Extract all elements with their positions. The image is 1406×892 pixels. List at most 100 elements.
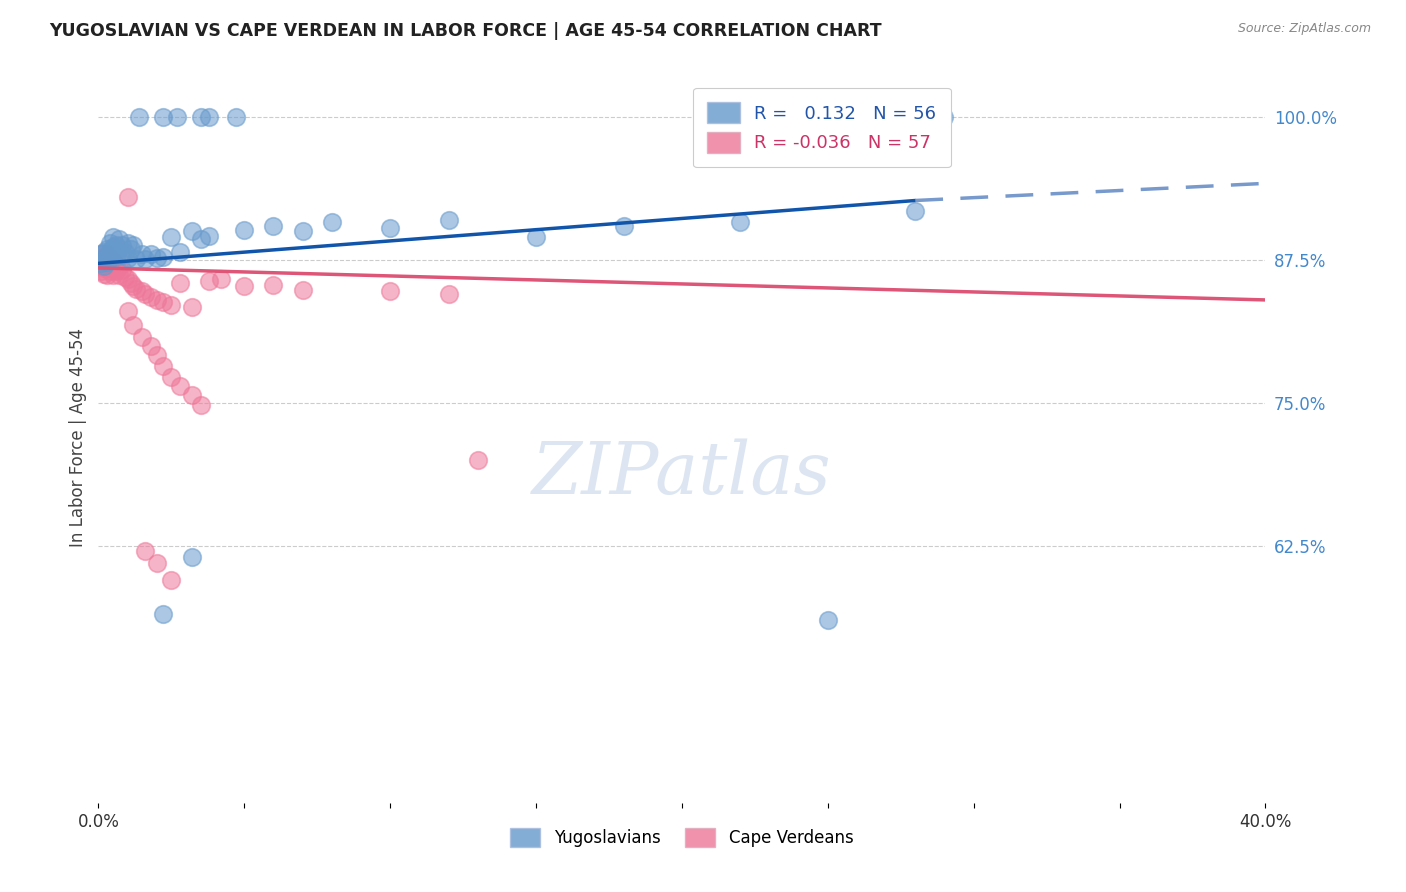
Point bbox=[96, 260, 118, 274]
Point bbox=[291, 283, 314, 297]
Point bbox=[817, 613, 839, 627]
Point bbox=[262, 219, 284, 233]
Text: Source: ZipAtlas.com: Source: ZipAtlas.com bbox=[1237, 22, 1371, 36]
Point bbox=[131, 329, 153, 343]
Point bbox=[111, 238, 134, 252]
Point bbox=[169, 378, 191, 392]
Point bbox=[225, 110, 247, 124]
Point bbox=[117, 235, 139, 250]
Point bbox=[380, 221, 402, 235]
Point bbox=[96, 252, 118, 267]
Point bbox=[198, 273, 221, 287]
Point bbox=[934, 110, 956, 124]
Point bbox=[93, 252, 115, 267]
Point bbox=[160, 573, 183, 587]
Point bbox=[111, 248, 134, 262]
Point bbox=[122, 318, 145, 332]
Point bbox=[104, 258, 127, 272]
Point bbox=[98, 235, 121, 250]
Legend: Yugoslavians, Cape Verdeans: Yugoslavians, Cape Verdeans bbox=[496, 814, 868, 860]
Point bbox=[101, 247, 124, 261]
Point bbox=[111, 263, 134, 277]
Point bbox=[108, 268, 131, 282]
Point bbox=[101, 268, 124, 282]
Point bbox=[101, 240, 124, 254]
Point bbox=[233, 279, 256, 293]
Point bbox=[437, 213, 460, 227]
Point bbox=[146, 348, 169, 362]
Point bbox=[190, 398, 212, 412]
Point bbox=[524, 230, 547, 244]
Text: ZIPatlas: ZIPatlas bbox=[531, 438, 832, 509]
Point bbox=[101, 230, 124, 244]
Point bbox=[90, 247, 112, 261]
Point bbox=[98, 244, 121, 258]
Point bbox=[180, 300, 202, 314]
Point bbox=[160, 230, 183, 244]
Point bbox=[120, 242, 142, 256]
Point bbox=[146, 556, 169, 570]
Point bbox=[198, 110, 221, 124]
Point bbox=[131, 247, 153, 261]
Point bbox=[90, 252, 112, 267]
Point bbox=[169, 276, 191, 290]
Point bbox=[139, 289, 162, 303]
Point bbox=[98, 259, 121, 273]
Point bbox=[96, 247, 118, 261]
Point bbox=[904, 203, 927, 218]
Point bbox=[321, 215, 343, 229]
Point bbox=[93, 250, 115, 264]
Point bbox=[108, 242, 131, 256]
Text: YUGOSLAVIAN VS CAPE VERDEAN IN LABOR FORCE | AGE 45-54 CORRELATION CHART: YUGOSLAVIAN VS CAPE VERDEAN IN LABOR FOR… bbox=[49, 22, 882, 40]
Point bbox=[152, 607, 174, 622]
Point bbox=[139, 247, 162, 261]
Point bbox=[114, 244, 136, 259]
Point bbox=[104, 238, 127, 252]
Point bbox=[93, 259, 115, 273]
Point bbox=[152, 110, 174, 124]
Point bbox=[380, 284, 402, 298]
Point bbox=[160, 297, 183, 311]
Point bbox=[169, 244, 191, 259]
Point bbox=[152, 359, 174, 374]
Point bbox=[139, 338, 162, 352]
Point bbox=[180, 388, 202, 402]
Point bbox=[131, 284, 153, 298]
Point bbox=[117, 272, 139, 286]
Point bbox=[233, 223, 256, 237]
Point bbox=[117, 190, 139, 204]
Point bbox=[96, 242, 118, 256]
Point bbox=[90, 247, 112, 261]
Point bbox=[122, 279, 145, 293]
Point bbox=[90, 256, 112, 270]
Y-axis label: In Labor Force | Age 45-54: In Labor Force | Age 45-54 bbox=[69, 327, 87, 547]
Point bbox=[262, 278, 284, 293]
Point bbox=[96, 255, 118, 269]
Point bbox=[122, 238, 145, 252]
Point bbox=[96, 250, 118, 264]
Point bbox=[93, 244, 115, 259]
Point bbox=[117, 304, 139, 318]
Point bbox=[98, 252, 121, 266]
Point bbox=[96, 268, 118, 282]
Point bbox=[152, 250, 174, 264]
Point bbox=[128, 110, 150, 124]
Point bbox=[180, 550, 202, 565]
Point bbox=[152, 295, 174, 310]
Point bbox=[120, 276, 142, 290]
Point bbox=[114, 270, 136, 285]
Point bbox=[93, 255, 115, 269]
Point bbox=[291, 224, 314, 238]
Point bbox=[134, 252, 156, 266]
Point bbox=[98, 252, 121, 266]
Point bbox=[437, 287, 460, 301]
Point bbox=[730, 215, 752, 229]
Point bbox=[93, 267, 115, 281]
Point bbox=[209, 272, 232, 286]
Point bbox=[101, 260, 124, 275]
Point bbox=[134, 287, 156, 301]
Point bbox=[101, 254, 124, 268]
Point bbox=[190, 232, 212, 246]
Point bbox=[134, 544, 156, 558]
Point bbox=[104, 250, 127, 264]
